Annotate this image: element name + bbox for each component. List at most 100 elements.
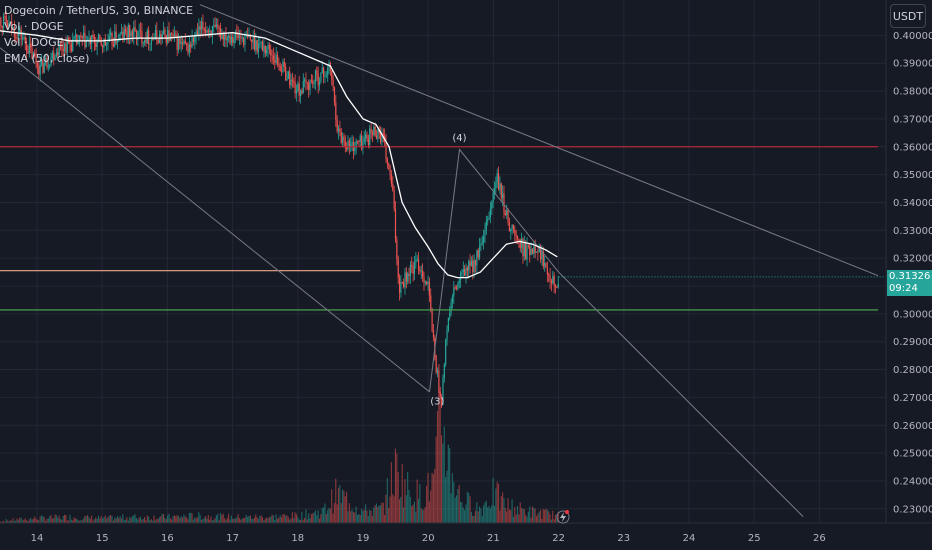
volume-bar bbox=[339, 485, 341, 523]
volume-bar bbox=[230, 515, 232, 523]
candle-body bbox=[478, 246, 481, 258]
wave-label: (3) bbox=[430, 396, 444, 407]
candle-body bbox=[137, 30, 139, 40]
volume-bar bbox=[510, 510, 512, 523]
candle-body bbox=[228, 35, 230, 39]
candle-body bbox=[280, 71, 283, 72]
volume-bar bbox=[16, 518, 18, 523]
candle-body bbox=[519, 239, 521, 248]
time-tick-label: 22 bbox=[552, 533, 565, 544]
volume-bar bbox=[545, 508, 547, 523]
candle-body bbox=[552, 275, 554, 284]
candle-body bbox=[474, 259, 477, 266]
volume-bar bbox=[72, 520, 74, 523]
volume-bar bbox=[321, 507, 323, 523]
candle-body bbox=[198, 26, 200, 36]
volume-bar bbox=[106, 518, 108, 523]
candle-body bbox=[542, 251, 544, 267]
candle-body bbox=[450, 302, 452, 313]
price-tick-label: 0.32000 bbox=[893, 254, 932, 265]
candle-body bbox=[398, 277, 401, 293]
candle-body bbox=[7, 22, 9, 28]
volume-bar bbox=[519, 502, 521, 523]
ema-line bbox=[0, 30, 558, 279]
volume-bar bbox=[294, 512, 296, 523]
candle-body bbox=[436, 370, 439, 373]
currency-button[interactable]: USDT bbox=[890, 4, 926, 28]
price-tick-label: 0.25000 bbox=[893, 449, 932, 460]
price-tick-label: 0.34000 bbox=[893, 198, 932, 209]
volume-bar bbox=[89, 518, 91, 523]
volume-bar bbox=[355, 506, 357, 523]
volume-bar bbox=[302, 519, 304, 523]
volume-bar bbox=[152, 520, 154, 523]
volume-bar bbox=[350, 511, 352, 523]
candle-body bbox=[276, 54, 279, 65]
volume-bar bbox=[63, 514, 66, 523]
volume-bar bbox=[521, 507, 523, 523]
candle-body bbox=[187, 44, 189, 53]
candle-body bbox=[496, 173, 498, 183]
volume-bar bbox=[462, 507, 464, 523]
time-tick-label: 18 bbox=[291, 533, 304, 544]
candle-body bbox=[515, 235, 517, 237]
volume-bar bbox=[4, 521, 6, 523]
candle-body bbox=[487, 219, 489, 221]
volume-bar bbox=[99, 518, 101, 523]
candle-body bbox=[260, 41, 262, 43]
time-tick-label: 17 bbox=[226, 533, 239, 544]
volume-bar bbox=[310, 513, 312, 523]
candle-body bbox=[84, 32, 86, 48]
candle-body bbox=[449, 312, 451, 318]
candle-body bbox=[435, 355, 437, 373]
candle-body bbox=[20, 29, 22, 40]
candle-body bbox=[119, 33, 121, 35]
candle-body bbox=[298, 83, 300, 97]
volume-bar bbox=[413, 501, 415, 523]
candle-body bbox=[390, 174, 393, 184]
candle-body bbox=[248, 35, 250, 38]
candle-body bbox=[81, 36, 83, 39]
volume-bar bbox=[36, 519, 38, 523]
candle-body bbox=[488, 217, 490, 220]
candle-body bbox=[28, 43, 30, 54]
candle-body bbox=[115, 31, 117, 44]
candle-body bbox=[343, 136, 345, 141]
candle-body bbox=[63, 43, 66, 52]
candle-body bbox=[92, 34, 94, 38]
candle-body bbox=[16, 38, 18, 40]
volume-bar bbox=[192, 519, 194, 523]
volume-bar bbox=[209, 519, 211, 523]
volume-bar bbox=[328, 507, 330, 523]
volume-bar bbox=[225, 520, 227, 523]
volume-bar bbox=[337, 487, 340, 523]
volume-bar bbox=[546, 509, 548, 523]
volume-bar bbox=[388, 508, 390, 523]
candle-body bbox=[53, 52, 55, 61]
volume-bar bbox=[398, 499, 401, 523]
candle-body bbox=[152, 39, 154, 41]
candle-body bbox=[540, 246, 542, 260]
volume-bar bbox=[259, 515, 261, 523]
candle-body bbox=[458, 280, 460, 284]
volume-bar bbox=[540, 509, 542, 523]
volume-bar bbox=[156, 518, 158, 523]
time-tick-label: 23 bbox=[617, 533, 630, 544]
candle-body bbox=[24, 36, 26, 44]
volume-bar bbox=[38, 520, 40, 523]
volume-bar bbox=[358, 514, 360, 523]
volume-bar bbox=[422, 509, 424, 523]
volume-bar bbox=[415, 511, 417, 523]
volume-bar bbox=[407, 472, 409, 523]
candle-body bbox=[226, 38, 228, 41]
candle-body bbox=[347, 140, 349, 150]
volume-bar bbox=[389, 496, 391, 523]
volume-bar bbox=[211, 520, 213, 523]
volume-bar bbox=[469, 496, 471, 523]
volume-bar bbox=[393, 496, 395, 523]
candle-body bbox=[442, 378, 444, 405]
volume-bar bbox=[336, 504, 338, 523]
candle-body bbox=[183, 40, 185, 44]
